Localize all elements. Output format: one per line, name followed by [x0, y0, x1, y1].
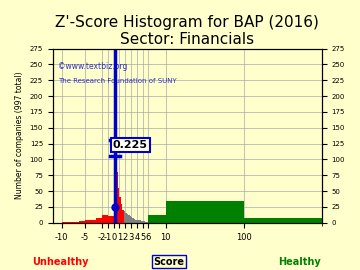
Bar: [137, 220, 138, 223]
Text: Healthy: Healthy: [278, 256, 320, 266]
Bar: [143, 221, 144, 223]
Bar: [138, 220, 140, 223]
Bar: [124, 211, 125, 223]
Bar: [65, 222, 69, 223]
Bar: [114, 52, 115, 223]
Bar: [108, 217, 114, 223]
Bar: [166, 201, 244, 223]
Bar: [74, 221, 79, 223]
Bar: [121, 204, 122, 223]
Bar: [62, 222, 65, 223]
Bar: [79, 221, 85, 223]
Bar: [122, 210, 124, 223]
Bar: [148, 215, 166, 223]
Bar: [127, 214, 128, 223]
Text: 0.225: 0.225: [113, 140, 148, 150]
Bar: [135, 220, 137, 223]
Text: Score: Score: [154, 256, 185, 266]
Bar: [120, 197, 121, 223]
Bar: [85, 220, 91, 223]
Bar: [130, 217, 131, 223]
Bar: [145, 221, 147, 223]
Bar: [134, 219, 135, 223]
Y-axis label: Number of companies (997 total): Number of companies (997 total): [15, 72, 24, 200]
Bar: [144, 221, 145, 223]
Bar: [96, 218, 102, 223]
Bar: [141, 221, 143, 223]
Bar: [132, 218, 134, 223]
Bar: [147, 221, 148, 223]
Text: ©www.textbiz.org: ©www.textbiz.org: [58, 62, 127, 72]
Bar: [115, 140, 117, 223]
Bar: [125, 213, 127, 223]
Bar: [140, 220, 141, 223]
Bar: [128, 215, 130, 223]
Bar: [102, 215, 108, 223]
Text: Unhealthy: Unhealthy: [32, 256, 89, 266]
Bar: [69, 222, 74, 223]
Bar: [91, 220, 96, 223]
Bar: [117, 172, 118, 223]
Bar: [244, 218, 322, 223]
Title: Z'-Score Histogram for BAP (2016)
Sector: Financials: Z'-Score Histogram for BAP (2016) Sector…: [55, 15, 319, 48]
Bar: [118, 188, 120, 223]
Text: The Research Foundation of SUNY: The Research Foundation of SUNY: [58, 78, 177, 85]
Bar: [131, 217, 132, 223]
